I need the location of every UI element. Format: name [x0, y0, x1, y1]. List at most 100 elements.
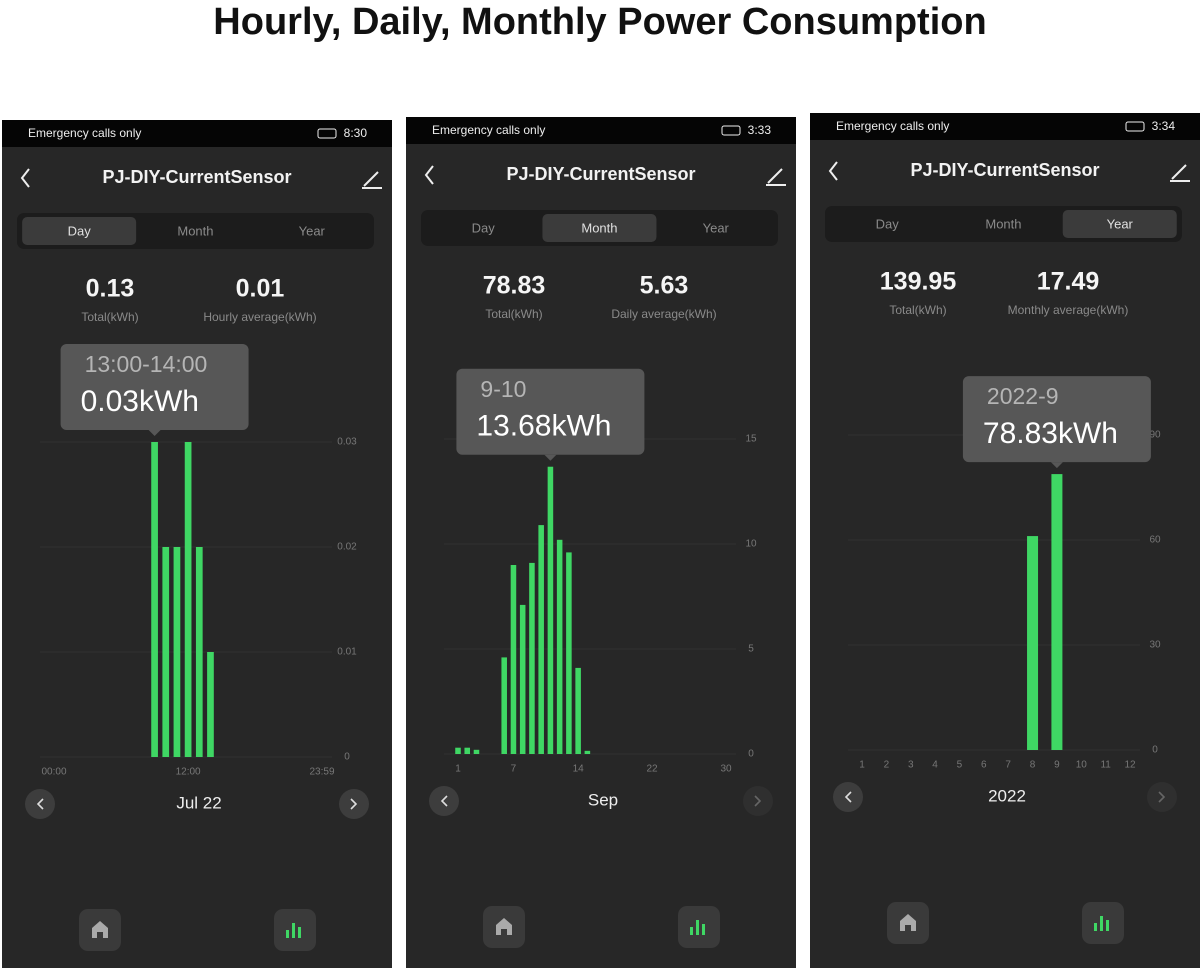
bar — [195, 547, 203, 757]
bar — [173, 547, 181, 757]
stat-label: Total(kWh) — [81, 310, 138, 324]
stat-value: 0.01 — [236, 275, 285, 303]
prev-button[interactable] — [429, 786, 459, 816]
bar — [162, 547, 170, 757]
bar — [584, 750, 591, 754]
x-tick-label: 2 — [884, 760, 890, 771]
prev-button[interactable] — [833, 782, 863, 812]
y-tick-label: 5 — [748, 644, 754, 655]
bar — [473, 749, 480, 754]
next-button[interactable] — [743, 786, 773, 816]
status-text: Emergency calls only — [836, 119, 949, 133]
y-tick-label: 30 — [1149, 640, 1161, 651]
next-icon — [350, 798, 358, 810]
tooltip-box — [456, 368, 645, 455]
tab[interactable]: Day — [472, 220, 496, 235]
tab[interactable]: Month — [985, 216, 1021, 231]
stats-icon — [286, 923, 301, 938]
prev-button[interactable] — [25, 789, 55, 819]
bar — [519, 604, 526, 754]
status-text: Emergency calls only — [432, 123, 545, 137]
stats-icon — [690, 920, 705, 935]
edit-button[interactable] — [362, 171, 382, 189]
stat-label: Hourly average(kWh) — [203, 310, 316, 324]
phone-screen: Emergency calls only 3:33 PJ-DIY-CurrentSe… — [406, 117, 796, 968]
phone-screen: Emergency calls only 8:30 PJ-DIY-CurrentSe… — [2, 120, 392, 968]
prev-icon — [844, 791, 852, 803]
x-tick-label: 5 — [957, 760, 963, 771]
screen-bg — [2, 120, 392, 968]
tab[interactable]: Year — [703, 220, 730, 235]
tooltip-value: 13.68kWh — [476, 410, 611, 443]
next-icon — [754, 795, 762, 807]
battery-icon — [317, 128, 337, 139]
y-tick-label: 0.01 — [337, 647, 357, 658]
stat-value: 17.49 — [1037, 268, 1100, 296]
prev-icon — [440, 795, 448, 807]
status-bar — [810, 113, 1200, 140]
back-button[interactable] — [20, 168, 30, 188]
y-tick-label: 0.03 — [337, 437, 357, 448]
stat-label: Monthly average(kWh) — [1008, 303, 1129, 317]
tab[interactable]: Month — [177, 223, 213, 238]
tab-active — [542, 214, 657, 242]
tooltip-value: 0.03kWh — [81, 385, 199, 418]
back-button[interactable] — [828, 161, 838, 181]
stat-value: 139.95 — [880, 268, 957, 296]
tooltip-box — [60, 344, 249, 430]
edit-button[interactable] — [766, 168, 786, 186]
status-bar — [2, 120, 392, 147]
x-tick-label: 8 — [1030, 760, 1036, 771]
tooltip-pointer — [1050, 462, 1063, 469]
period-label: Jul 22 — [176, 793, 221, 812]
next-button[interactable] — [339, 789, 369, 819]
period-label: 2022 — [988, 786, 1026, 805]
status-time: 3:34 — [1152, 119, 1176, 133]
x-tick-label: 14 — [573, 764, 585, 775]
tab[interactable]: Day — [68, 223, 92, 238]
x-tick-label: 4 — [932, 760, 938, 771]
x-tick-label: 00:00 — [41, 767, 66, 778]
tooltip-label: 9-10 — [480, 376, 526, 402]
stat-value: 5.63 — [640, 272, 689, 300]
home-icon — [92, 921, 108, 938]
tab[interactable]: Day — [876, 216, 900, 231]
bar — [510, 565, 517, 754]
bar — [207, 652, 214, 757]
y-tick-label: 15 — [745, 434, 757, 445]
tooltip-label: 13:00-14:00 — [85, 351, 208, 377]
screen-bg — [406, 117, 796, 968]
status-time: 8:30 — [344, 126, 368, 140]
next-button[interactable] — [1147, 782, 1177, 812]
app-title: PJ-DIY-CurrentSensor — [506, 164, 695, 184]
status-bar — [406, 117, 796, 144]
stat-value: 0.13 — [86, 275, 135, 303]
battery-icon — [721, 125, 741, 136]
stats-icon — [1094, 916, 1109, 931]
app-title: PJ-DIY-CurrentSensor — [910, 160, 1099, 180]
bar — [501, 657, 507, 754]
x-tick-label: 23:59 — [309, 767, 334, 778]
status-text: Emergency calls only — [28, 126, 141, 140]
page-title: Hourly, Daily, Monthly Power Consumption — [213, 1, 987, 43]
bar — [184, 442, 192, 757]
tab-active — [22, 217, 137, 245]
period-label: Sep — [588, 790, 618, 809]
y-tick-label: 0 — [344, 752, 350, 763]
tab[interactable]: Month — [581, 220, 617, 235]
x-tick-label: 3 — [908, 760, 914, 771]
stat-label: Daily average(kWh) — [611, 307, 716, 321]
edit-button[interactable] — [1170, 164, 1190, 182]
bar — [1051, 474, 1063, 750]
tab[interactable]: Year — [299, 223, 326, 238]
tab[interactable]: Year — [1107, 216, 1134, 231]
stat-label: Total(kWh) — [485, 307, 542, 321]
tooltip-box — [962, 376, 1151, 463]
tooltip-pointer — [148, 430, 161, 436]
x-tick-label: 30 — [720, 764, 732, 775]
back-button[interactable] — [424, 165, 434, 185]
tooltip-pointer — [544, 454, 557, 461]
bar — [547, 466, 554, 754]
bar — [151, 442, 158, 757]
